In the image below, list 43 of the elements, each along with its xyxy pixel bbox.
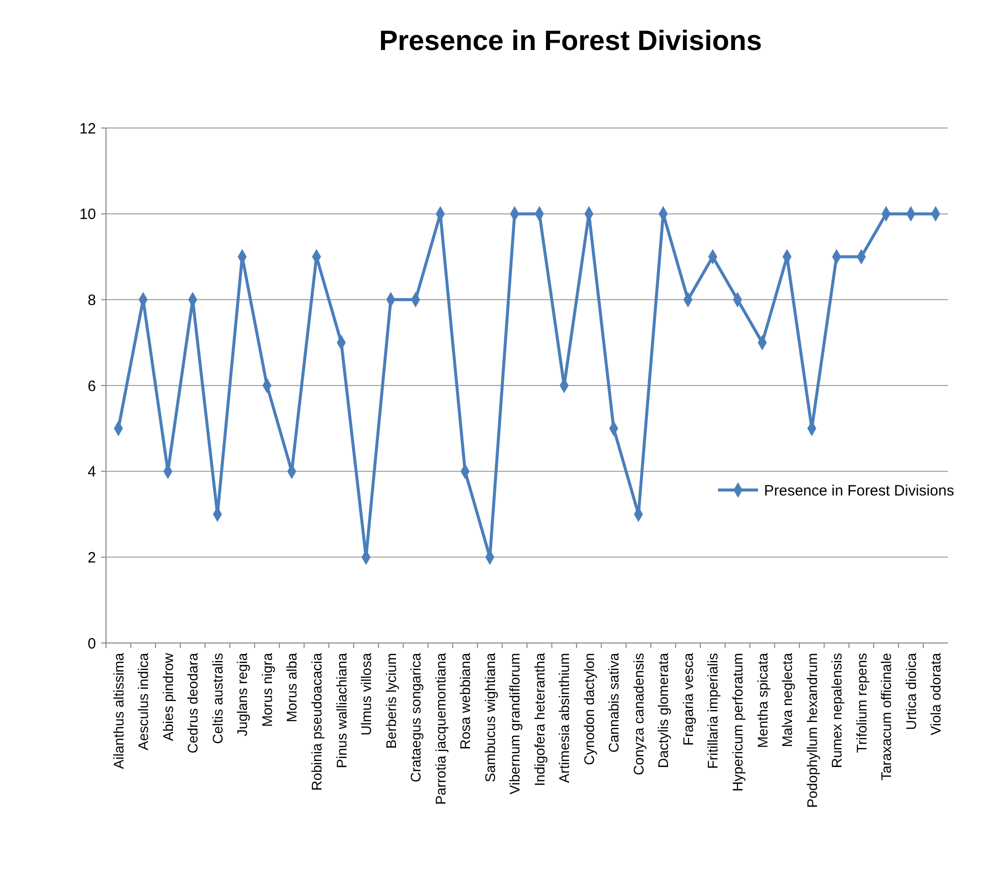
x-tick-label: Dactylis glomerata: [655, 652, 672, 768]
y-tick-label: 0: [88, 635, 96, 652]
x-tick-label: Robinia pseudoacacia: [308, 652, 324, 791]
x-tick-label: Vibernum grandiflorum: [506, 653, 523, 794]
y-tick-label: 2: [88, 549, 96, 566]
x-tick-label: Artimesia absinthium: [556, 653, 572, 783]
x-tick-label: Aesculus indica: [135, 652, 152, 750]
x-tick-label: Malva neglecta: [779, 652, 796, 748]
y-tick-label: 12: [79, 120, 96, 138]
x-tick-label: Hypericum perforatum: [730, 653, 746, 792]
x-tick-label: Pinus walliachiana: [333, 652, 350, 768]
x-tick-label: Celtis australis: [209, 653, 226, 744]
x-tick-label: Viola odorata: [928, 652, 944, 736]
y-tick-label: 6: [88, 378, 96, 395]
x-tick-label: Ailanthus altissima: [110, 652, 126, 769]
x-tick-label: Morus nigra: [258, 652, 275, 727]
x-tick-label: Cannabis sativa: [606, 652, 622, 753]
x-tick-label: Fragaria vesca: [680, 652, 696, 746]
x-tick-label: Juglans regia: [234, 652, 250, 736]
x-tick-label: Morus alba: [284, 652, 300, 722]
x-tick-label: Conyza canadensis: [630, 653, 646, 776]
legend-label: Presence in Forest Divisions: [764, 482, 954, 500]
x-tick-label: Podophyllum hexandrum: [804, 653, 820, 808]
x-tick-label: Taraxacum officinale: [878, 652, 894, 780]
y-tick-label: 8: [88, 292, 96, 309]
x-tick-label: Cynodon dactylon: [580, 653, 597, 766]
x-tick-label: Crataegus songarica: [408, 652, 424, 782]
x-tick-label: Rosa webbiana: [457, 652, 474, 750]
x-tick-label: Berberis lycium: [382, 653, 399, 749]
x-tick-label: Indigofera heterantha: [531, 652, 548, 786]
x-tick-label: Mentha spicata: [754, 652, 770, 748]
x-tick-label: Ulmus villosa: [358, 652, 374, 736]
x-tick-label: Rumex nepalensis: [828, 653, 845, 768]
chart-title: Presence in Forest Divisions: [379, 25, 762, 56]
x-tick-label: Cedrus deodara: [184, 652, 201, 754]
y-tick-label: 4: [88, 464, 96, 481]
x-tick-label: Parrotia jacquemontiana: [432, 652, 448, 805]
x-tick-label: Sambucus wightiana: [482, 652, 498, 782]
y-tick-label: 10: [79, 206, 96, 224]
x-tick-label: Trifolium repens: [853, 653, 870, 753]
x-tick-label: Fritillaria imperialis: [704, 653, 721, 769]
x-tick-label: Abies pindrow: [160, 652, 176, 741]
x-tick-label: Urtica dioica: [902, 652, 919, 730]
